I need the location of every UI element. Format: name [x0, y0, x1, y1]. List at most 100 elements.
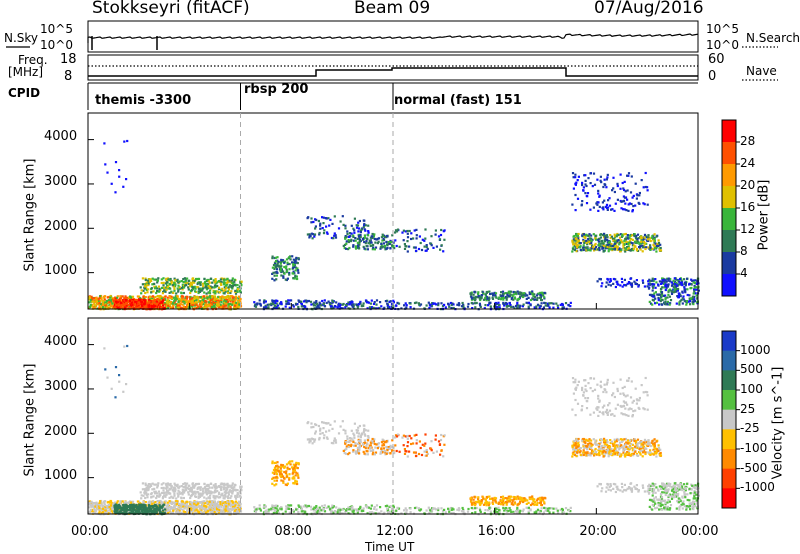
power-cell — [584, 174, 587, 177]
power-cell — [627, 281, 631, 284]
power-cell — [211, 305, 214, 308]
power-cell — [531, 290, 534, 293]
power-cell — [273, 299, 276, 302]
velocity-cell — [213, 510, 216, 514]
power-cell — [157, 277, 160, 280]
power-cell — [123, 140, 126, 143]
power-cell — [663, 286, 666, 289]
power-cell — [380, 242, 383, 246]
velocity-cell — [140, 508, 143, 511]
velocity-cell — [222, 507, 225, 510]
velocity-cell — [172, 509, 175, 512]
power-cell — [371, 235, 374, 238]
power-cell — [691, 279, 694, 282]
power-cell — [173, 300, 176, 303]
power-cell — [604, 234, 607, 237]
velocity-cell — [215, 495, 218, 498]
power-cell — [347, 235, 351, 238]
velocity-cell — [109, 499, 112, 503]
power-cell — [280, 274, 283, 277]
power-cell — [512, 298, 515, 301]
velocity-cell — [91, 508, 94, 511]
power-cell — [609, 244, 612, 248]
power-cell — [166, 306, 170, 309]
power-cell — [576, 179, 579, 182]
velocity-cell — [147, 488, 150, 492]
power-cell — [234, 297, 237, 300]
power-cell — [619, 233, 622, 236]
power-cell — [423, 239, 426, 242]
power-cell — [209, 303, 212, 306]
power-cell — [190, 297, 194, 300]
power-cell — [630, 248, 633, 251]
power-cell — [167, 304, 170, 307]
power-cell — [187, 304, 190, 307]
velocity-cell — [173, 503, 176, 506]
velocity-cell — [169, 482, 172, 486]
velocity-cell — [197, 502, 200, 505]
power-cell — [470, 301, 473, 305]
power-cell — [288, 302, 291, 305]
power-cell — [659, 282, 663, 285]
power-cell — [606, 236, 609, 239]
power-cell — [352, 245, 355, 248]
power-cell — [614, 278, 617, 281]
power-cell — [644, 247, 647, 251]
power-cell — [267, 306, 270, 310]
power-cell — [372, 235, 375, 238]
power-cell — [223, 299, 226, 302]
power-cell — [104, 303, 107, 306]
power-cell — [196, 282, 199, 286]
power-cell — [389, 247, 392, 250]
velocity-cell — [119, 506, 122, 509]
power-cell — [385, 247, 388, 250]
power-cell — [232, 296, 235, 299]
power-cell — [198, 307, 201, 310]
power-cell — [211, 281, 214, 284]
power-cell — [581, 183, 584, 187]
power-cell — [598, 237, 601, 240]
cpid-program-1: rbsp 200 — [244, 82, 309, 97]
power-cell — [168, 295, 171, 298]
power-cell — [214, 280, 217, 283]
power-cell — [543, 301, 546, 304]
power-cell — [219, 303, 222, 306]
power-cell — [141, 277, 144, 280]
power-cell — [377, 237, 380, 240]
power-cell — [392, 241, 395, 244]
velocity-cell — [114, 511, 117, 514]
velocity-cell — [170, 502, 173, 505]
power-cell — [588, 233, 591, 236]
cpid-program-0: themis -3300 — [95, 93, 192, 108]
power-cell — [128, 299, 132, 303]
velocity-cell — [219, 504, 222, 507]
power-cell — [214, 278, 217, 281]
velocity-cell — [119, 500, 122, 503]
power-cell — [527, 301, 530, 304]
power-cell — [322, 232, 326, 235]
power-cell — [119, 297, 122, 300]
power-cell — [686, 293, 689, 297]
velocity-cell — [153, 507, 156, 510]
power-cell — [618, 243, 621, 246]
power-cell — [575, 241, 578, 244]
power-cell — [186, 295, 189, 298]
power-cell — [156, 297, 159, 301]
power-cell — [502, 298, 505, 301]
power-cell — [212, 279, 215, 282]
power-cell — [648, 247, 651, 250]
power-cell — [344, 304, 348, 307]
velocity-cell — [211, 491, 214, 494]
velocity-cell — [223, 506, 226, 509]
power-cell — [363, 224, 366, 227]
nsearch-tick-low: 10^0 — [706, 38, 739, 52]
power-cell — [630, 175, 633, 178]
power-cell — [631, 244, 634, 247]
velocity-colorbar-tick-5: -100 — [740, 441, 768, 455]
power-cell — [136, 306, 139, 309]
velocity-cell — [158, 504, 161, 507]
power-cell — [371, 248, 374, 251]
power-cell — [655, 246, 658, 249]
power-cell — [224, 289, 227, 292]
power-cell — [437, 235, 441, 238]
